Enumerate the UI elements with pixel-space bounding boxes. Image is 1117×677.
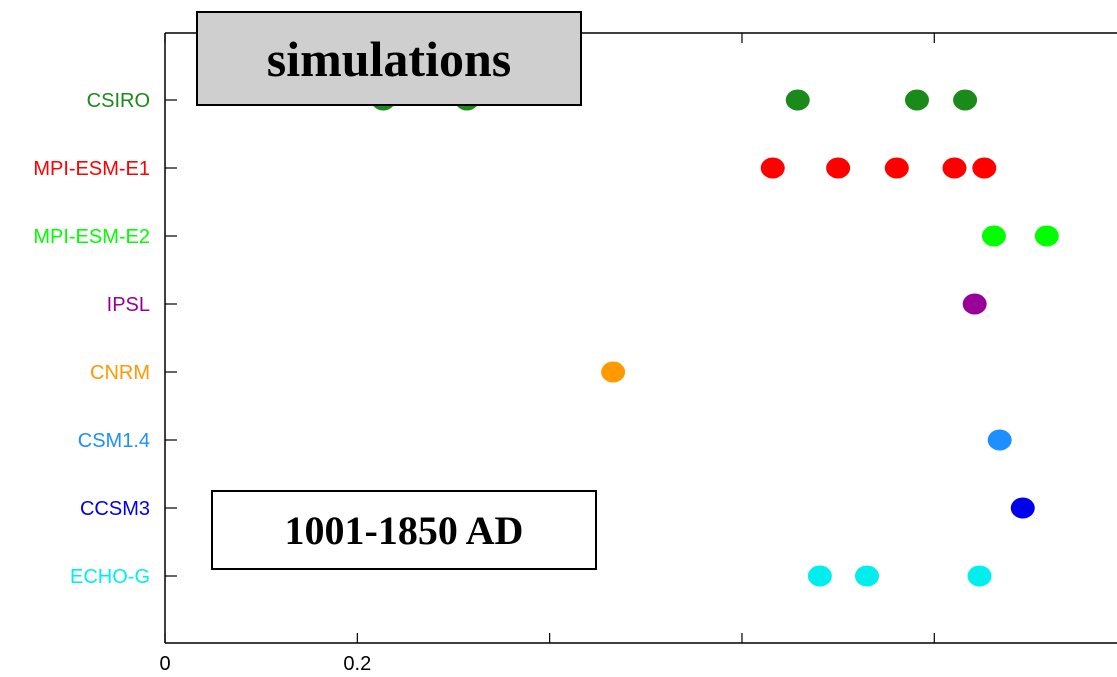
y-label-csiro: CSIRO bbox=[87, 90, 150, 112]
data-point bbox=[962, 293, 987, 315]
data-point bbox=[967, 565, 992, 587]
data-point bbox=[854, 565, 879, 587]
simulations-label: simulations bbox=[196, 11, 582, 106]
data-point bbox=[987, 429, 1012, 451]
data-point bbox=[942, 157, 967, 179]
x-tick-label: 0.2 bbox=[343, 653, 371, 675]
data-point bbox=[981, 225, 1006, 247]
data-point bbox=[1034, 225, 1059, 247]
y-label-csm1-4: CSM1.4 bbox=[78, 430, 150, 452]
y-label-mpi-esm-e1: MPI-ESM-E1 bbox=[33, 158, 150, 180]
y-label-ccsm3: CCSM3 bbox=[80, 498, 150, 520]
y-label-ipsl: IPSL bbox=[107, 294, 150, 316]
x-tick-label: 0 bbox=[159, 653, 170, 675]
y-category-labels: CSIRO MPI-ESM-E1 MPI-ESM-E2 IPSL CNRM CSM1.4 C… bbox=[33, 90, 150, 588]
data-point bbox=[807, 565, 832, 587]
data-point bbox=[826, 157, 851, 179]
data-point bbox=[884, 157, 909, 179]
y-label-cnrm: CNRM bbox=[90, 362, 150, 384]
data-point bbox=[1010, 497, 1035, 519]
period-label: 1001-1850 AD bbox=[211, 490, 597, 570]
y-label-mpi-esm-e2: MPI-ESM-E2 bbox=[33, 226, 150, 248]
data-point bbox=[953, 89, 978, 111]
data-point bbox=[972, 157, 997, 179]
data-point bbox=[904, 89, 929, 111]
y-label-echo-g: ECHO-G bbox=[70, 566, 150, 588]
x-tick-labels: 0 0.2 bbox=[159, 653, 371, 675]
data-point bbox=[760, 157, 785, 179]
data-point bbox=[785, 89, 810, 111]
data-point bbox=[601, 361, 626, 383]
